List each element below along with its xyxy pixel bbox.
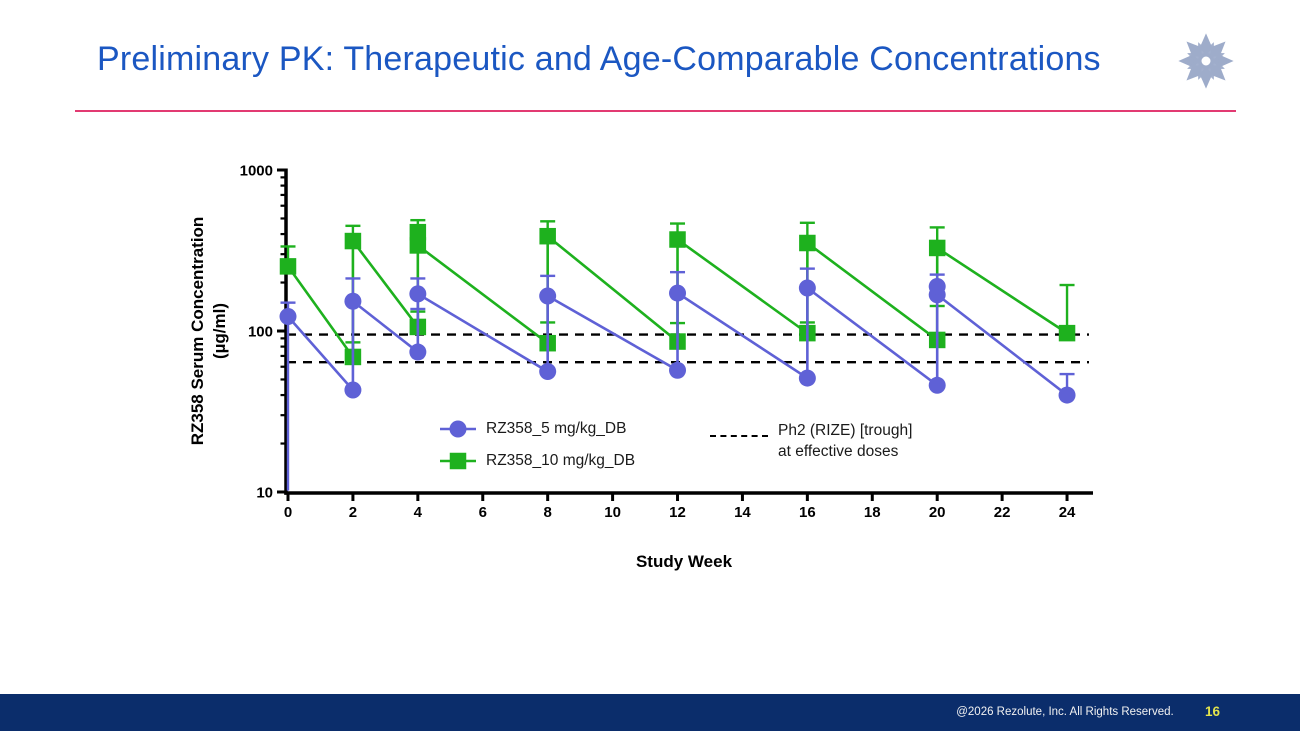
y-axis-title: RZ358 Serum Concentration (µg/ml) (188, 217, 229, 446)
x-tick-label: 8 (544, 504, 552, 521)
reference-lines (287, 333, 1089, 364)
title-divider-line (75, 110, 1236, 112)
reference-legend-line2: at effective doses (778, 443, 899, 460)
y-tick-label: 100 (248, 324, 273, 341)
legend-item-5mgkg: RZ358_5 mg/kg_DB (438, 418, 635, 440)
legend-label: RZ358_5 mg/kg_DB (486, 420, 627, 437)
reference-line-legend: Ph2 (RIZE) [trough] at effective doses (710, 420, 912, 462)
x-tick-label: 6 (479, 504, 487, 521)
series-RZ358_5-mg-kg_DB (279, 267, 1076, 491)
green-square-marker-icon (440, 452, 476, 470)
x-tick-label: 4 (414, 504, 423, 521)
reference-legend-line1: Ph2 (RIZE) [trough] (778, 422, 913, 439)
page-title: Preliminary PK: Therapeutic and Age-Comp… (97, 40, 1101, 78)
x-tick-label: 22 (994, 504, 1011, 521)
copyright-text: @2026 Rezolute, Inc. All Rights Reserved… (956, 706, 1174, 718)
x-tick-label: 2 (349, 504, 357, 521)
y-tick-label: 1000 (240, 163, 273, 180)
x-tick-label: 16 (799, 504, 816, 521)
footer-bar: @2026 Rezolute, Inc. All Rights Reserved… (0, 694, 1300, 731)
rezolute-logo-icon (1178, 33, 1234, 89)
legend-item-10mgkg: RZ358_10 mg/kg_DB (438, 450, 635, 472)
page-number: 16 (1205, 704, 1221, 719)
chart-legend: RZ358_5 mg/kg_DB RZ358_10 mg/kg_DB (438, 418, 635, 472)
y-tick-label: 10 (256, 485, 273, 502)
x-tick-label: 10 (604, 504, 621, 521)
x-axis-title: Study Week (636, 552, 733, 571)
dashed-line-icon (710, 435, 768, 437)
blue-circle-marker-icon (440, 420, 476, 438)
x-tick-label: 14 (734, 504, 751, 521)
x-tick-label: 18 (864, 504, 881, 521)
legend-label: RZ358_10 mg/kg_DB (486, 452, 636, 469)
x-tick-label: 24 (1059, 504, 1076, 521)
x-tick-label: 20 (929, 504, 946, 521)
x-tick-label: 12 (669, 504, 686, 521)
x-tick-label: 0 (284, 504, 292, 521)
